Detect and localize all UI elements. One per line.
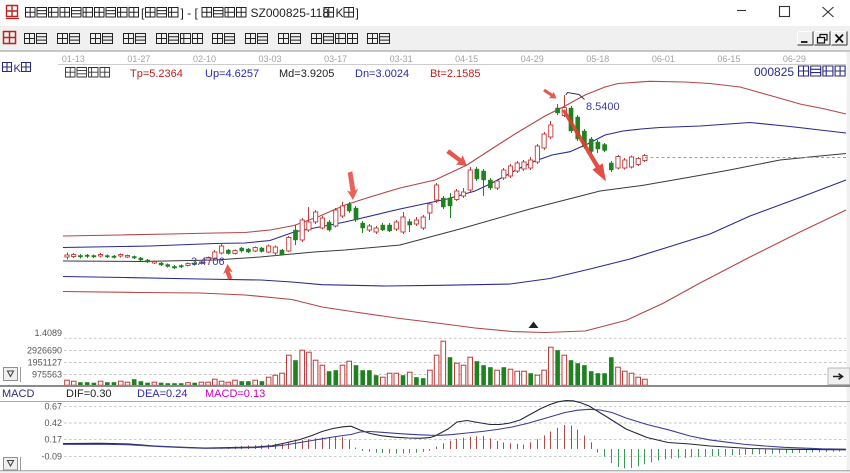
svg-text:DIF=0.30: DIF=0.30 xyxy=(66,388,112,400)
svg-text:] - [: ] - [ xyxy=(181,6,199,20)
svg-text:0.17: 0.17 xyxy=(44,435,62,445)
svg-text:2926690: 2926690 xyxy=(27,346,62,356)
svg-text:05-18: 05-18 xyxy=(586,54,609,64)
svg-text:06-29: 06-29 xyxy=(783,54,806,64)
svg-text:K: K xyxy=(14,63,22,75)
svg-text:Bt=2.1585: Bt=2.1585 xyxy=(430,68,480,80)
svg-text:MACD=0.13: MACD=0.13 xyxy=(205,388,265,400)
svg-text:-0.09: -0.09 xyxy=(41,451,62,461)
svg-text:03-31: 03-31 xyxy=(390,54,413,64)
svg-text:06-15: 06-15 xyxy=(717,54,740,64)
svg-text:1951127: 1951127 xyxy=(28,358,62,368)
svg-text:DEA=0.24: DEA=0.24 xyxy=(137,388,187,400)
svg-text:0.42: 0.42 xyxy=(44,418,62,428)
svg-text:3.4706: 3.4706 xyxy=(191,256,225,268)
svg-text:Up=4.6257: Up=4.6257 xyxy=(205,68,259,80)
svg-text:K: K xyxy=(336,6,344,20)
svg-text:Md=3.9205: Md=3.9205 xyxy=(279,68,334,80)
svg-text:03-03: 03-03 xyxy=(259,54,282,64)
svg-text:01-27: 01-27 xyxy=(127,54,150,64)
svg-text:]: ] xyxy=(356,6,359,20)
svg-text:03-17: 03-17 xyxy=(324,54,347,64)
svg-text:SZ000825-118: SZ000825-118 xyxy=(251,6,330,20)
svg-text:06-01: 06-01 xyxy=(652,54,675,64)
svg-text:0.67: 0.67 xyxy=(44,401,62,411)
svg-text:MACD: MACD xyxy=(2,388,34,400)
svg-text:975563: 975563 xyxy=(32,370,62,380)
svg-text:Dn=3.0024: Dn=3.0024 xyxy=(355,68,409,80)
svg-text:8.5400: 8.5400 xyxy=(586,101,620,113)
svg-text:01-13: 01-13 xyxy=(62,54,85,64)
svg-text:[: [ xyxy=(141,6,145,20)
svg-text:02-10: 02-10 xyxy=(193,54,216,64)
svg-text:000825: 000825 xyxy=(754,65,794,79)
svg-text:04-29: 04-29 xyxy=(521,54,544,64)
svg-text:1.4089: 1.4089 xyxy=(34,328,62,338)
svg-text:Tp=5.2364: Tp=5.2364 xyxy=(130,68,183,80)
svg-text:04-15: 04-15 xyxy=(455,54,478,64)
